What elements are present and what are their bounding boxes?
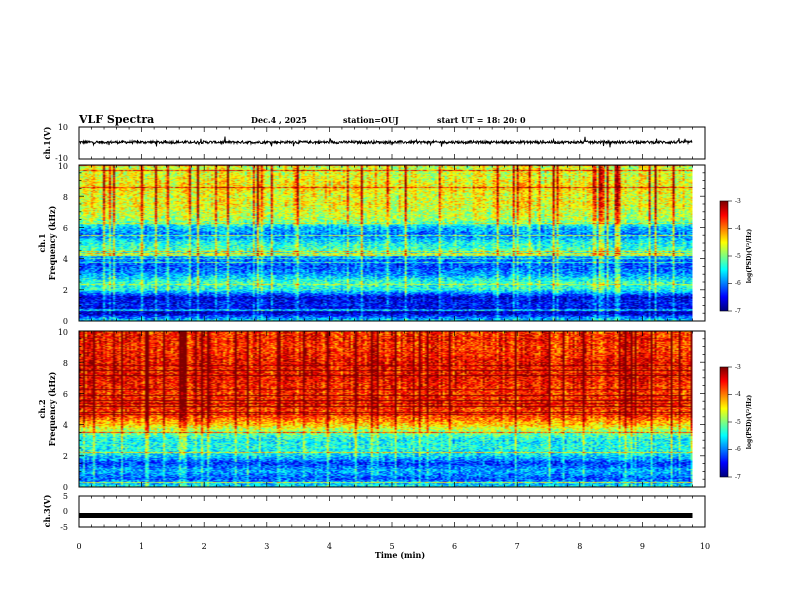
ch3-ytick-label: 5 <box>63 492 68 501</box>
ch1-colorbar-tick-label: -5 <box>735 253 741 260</box>
time-tick-label: 6 <box>452 542 457 551</box>
ch2-colorbar: -3 -4 -5 -6 -7 log(PSD)(V²/Hz) <box>719 364 753 481</box>
time-tick-label: 10 <box>700 542 710 551</box>
ch2-colorbar-tick-label: -6 <box>735 446 741 453</box>
ch1-spectrogram-ylabel-channel: ch.1 <box>37 233 47 252</box>
ch2-spectrogram-panel: 0 2 4 6 8 10 ch.2 Frequency (kHz) <box>37 328 706 492</box>
ch1-colorbar-tick-label: -3 <box>735 198 741 205</box>
ch2-freq-tick-label: 10 <box>58 328 68 337</box>
time-tick-label: 8 <box>577 542 582 551</box>
time-tick-label: 5 <box>389 542 394 551</box>
time-tick-label: 3 <box>264 542 269 551</box>
ch3-waveform-line <box>79 513 693 518</box>
ch1-freq-tick-label: 2 <box>63 286 68 295</box>
time-tick-label: 4 <box>327 542 332 551</box>
ch2-freq-tick-label: 8 <box>63 359 68 368</box>
ch1-waveform-ylabel: ch.1(V) <box>42 126 52 159</box>
ch1-freq-tick-label: 6 <box>63 224 68 233</box>
ch1-freq-tick-label: 4 <box>63 255 68 264</box>
ch3-waveform-panel: 5 0 -5 ch.3(V) <box>42 492 706 532</box>
ch2-spectrogram-border <box>78 330 706 488</box>
start-ut-label: start UT = 18: 20: 0 <box>437 115 526 125</box>
ch2-spectrogram-image <box>79 331 693 487</box>
ch1-ytick-label: -10 <box>55 154 68 163</box>
ch1-colorbar-tick-label: -6 <box>735 280 741 287</box>
ch2-freq-tick-label: 6 <box>63 390 68 399</box>
ch2-freq-tick-label: 0 <box>63 483 68 492</box>
ch2-colorbar-gradient <box>720 367 728 477</box>
ch1-freq-tick-label: 0 <box>63 317 68 326</box>
chart-title: VLF Spectra <box>78 113 154 126</box>
station-label: station=OUJ <box>343 115 399 125</box>
ch1-freq-tick-label: 10 <box>58 162 68 171</box>
ch2-colorbar-label: log(PSD)(V²/Hz) <box>746 395 753 450</box>
ch2-spectrogram-ylabel-channel: ch.2 <box>37 399 47 418</box>
ch1-waveform-border <box>78 126 706 160</box>
time-axis-label: Time (min) <box>375 550 425 560</box>
time-tick-label: 7 <box>515 542 520 551</box>
ch3-waveform-ylabel: ch.3(V) <box>42 494 52 527</box>
ch1-ytick-label: 10 <box>58 123 68 132</box>
ch3-ytick-label: 0 <box>63 507 68 516</box>
time-tick-label: 2 <box>202 542 207 551</box>
ch3-waveform-frame <box>79 496 705 527</box>
ch1-spectrogram-image <box>79 165 693 321</box>
time-tick-label: 0 <box>76 542 81 551</box>
ch3-waveform-border <box>78 495 706 528</box>
ch1-colorbar-gradient <box>720 201 728 311</box>
ch2-colorbar-tick-label: -5 <box>735 419 741 426</box>
time-tick-label: 9 <box>640 542 645 551</box>
ch2-spectrogram-ylabel-frequency: Frequency (kHz) <box>47 371 57 446</box>
date-label: Dec.4 , 2025 <box>251 115 307 125</box>
time-tick-label: 1 <box>139 542 144 551</box>
ch1-spectrogram-border <box>78 164 706 322</box>
ch1-waveform-line <box>79 136 693 148</box>
ch2-colorbar-tick-label: -3 <box>735 364 741 371</box>
time-axis-tick-labels: 0 1 2 3 4 5 6 7 8 9 10 <box>76 542 710 551</box>
ch1-colorbar-tick-label: -7 <box>735 308 741 315</box>
ch1-spectrogram-ylabel-frequency: Frequency (kHz) <box>47 205 57 280</box>
ch2-colorbar-tick-label: -7 <box>735 474 741 481</box>
ch1-colorbar: -3 -4 -5 -6 -7 log(PSD)(V²/Hz) <box>719 198 753 315</box>
ch1-colorbar-tick-label: -4 <box>735 225 741 232</box>
ch2-colorbar-tick-label: -4 <box>735 391 741 398</box>
ch3-ytick-label: -5 <box>60 523 68 532</box>
ch2-freq-tick-label: 4 <box>63 421 68 430</box>
ch1-waveform-panel: 10 -10 ch.1(V) <box>42 123 706 163</box>
ch2-freq-tick-label: 2 <box>63 452 68 461</box>
ch1-freq-tick-label: 8 <box>63 193 68 202</box>
ch1-colorbar-label: log(PSD)(V²/Hz) <box>746 229 753 284</box>
ch1-spectrogram-panel: 0 2 4 6 8 10 ch.1 Frequency (kHz) <box>37 162 706 326</box>
